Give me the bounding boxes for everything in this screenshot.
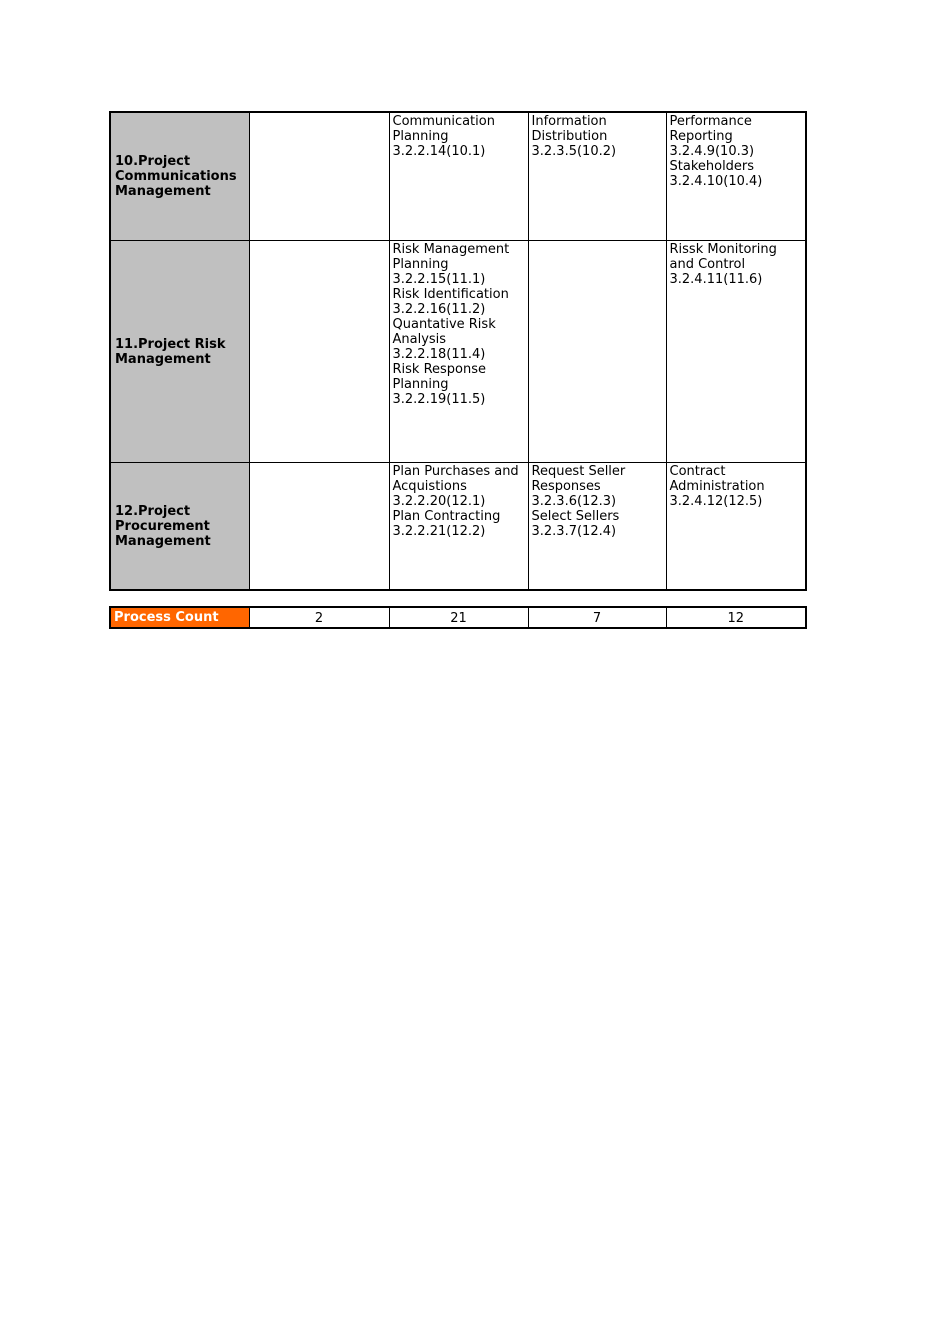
planning-cell: Communication Planning 3.2.2.14(10.1) <box>388 111 529 241</box>
process-count-value: 2 <box>248 606 390 629</box>
monitoring-cell: Performance Reporting 3.2.4.9(10.3) Stak… <box>665 111 807 241</box>
table-row-procurement: 12.Project Procurement Management Plan P… <box>109 461 807 591</box>
planning-cell: Risk Management Planning 3.2.2.15(11.1) … <box>388 239 529 463</box>
table-row-risk: 11.Project Risk Management Risk Manageme… <box>109 239 807 463</box>
process-count-table: Process Count 2 21 7 12 <box>109 606 807 629</box>
executing-cell: Information Distribution 3.2.3.5(10.2) <box>527 111 667 241</box>
knowledge-area-label: 12.Project Procurement Management <box>109 461 250 591</box>
process-count-value: 12 <box>665 606 807 629</box>
initiating-cell <box>248 239 390 463</box>
process-count-value: 21 <box>388 606 529 629</box>
process-count-value: 7 <box>527 606 667 629</box>
initiating-cell <box>248 111 390 241</box>
knowledge-area-label: 11.Project Risk Management <box>109 239 250 463</box>
initiating-cell <box>248 461 390 591</box>
process-count-row: Process Count 2 21 7 12 <box>109 606 807 629</box>
table-row-communications: 10.Project Communications Management Com… <box>109 111 807 241</box>
monitoring-cell: Rissk Monitoring and Control 3.2.4.11(11… <box>665 239 807 463</box>
process-mapping-table: 10.Project Communications Management Com… <box>109 111 807 591</box>
process-count-label: Process Count <box>109 606 250 629</box>
knowledge-area-label: 10.Project Communications Management <box>109 111 250 241</box>
executing-cell: Request Seller Responses 3.2.3.6(12.3) S… <box>527 461 667 591</box>
executing-cell <box>527 239 667 463</box>
monitoring-cell: Contract Administration 3.2.4.12(12.5) <box>665 461 807 591</box>
planning-cell: Plan Purchases and Acquistions 3.2.2.20(… <box>388 461 529 591</box>
